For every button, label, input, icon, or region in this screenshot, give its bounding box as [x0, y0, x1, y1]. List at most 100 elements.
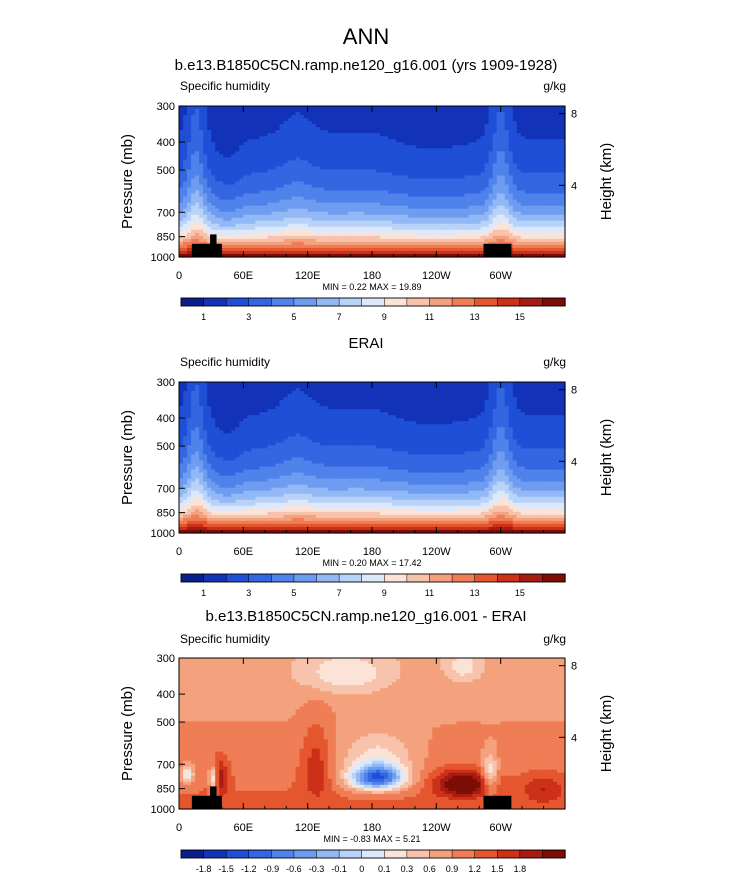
x-tick-label: 60W	[489, 822, 512, 834]
colorbar-swatch	[542, 849, 566, 859]
variable-label: Specific humidity	[180, 355, 270, 369]
colorbar-swatch	[384, 849, 408, 859]
colorbar-label: 3	[246, 312, 251, 322]
colorbar-label: 1.8	[514, 864, 527, 873]
colorbar-label: 15	[515, 312, 525, 322]
panel-title: b.e13.B1850C5CN.ramp.ne120_g16.001 (yrs …	[175, 57, 558, 74]
contour-field	[179, 382, 566, 534]
y-tick-label: 700	[157, 207, 175, 219]
colorbar-label: 5	[291, 312, 296, 322]
colorbar-swatch	[451, 849, 476, 859]
units-label: g/kg	[543, 632, 566, 646]
colorbar-label: 9	[382, 588, 387, 598]
colorbar-swatch	[203, 573, 227, 583]
contour-field	[179, 658, 566, 810]
colorbar-label: 0.3	[401, 864, 414, 873]
colorbar-swatch	[429, 297, 453, 307]
colorbar-label: 13	[470, 312, 480, 322]
y-tick-label: 500	[157, 165, 175, 177]
y-tick-label: 1000	[151, 804, 175, 816]
contour-field	[179, 106, 566, 258]
colorbar-label: 7	[337, 588, 342, 598]
colorbar-swatch	[542, 573, 566, 583]
y-axis-title: Pressure (mb)	[119, 134, 136, 229]
colorbar-label: 11	[425, 588, 434, 598]
colorbar-swatch	[406, 297, 431, 307]
variable-label: Specific humidity	[180, 632, 270, 646]
colorbar-swatch	[406, 573, 431, 583]
colorbar-frame	[180, 849, 566, 859]
colorbar-swatch	[338, 297, 363, 307]
colorbar-swatch	[180, 573, 205, 583]
topography-block	[483, 795, 512, 809]
colorbar-label: -0.3	[309, 864, 325, 873]
colorbar-swatch	[519, 297, 544, 307]
x-tick-label: 180	[363, 822, 381, 834]
colorbar-swatch	[338, 849, 363, 859]
colorbar-swatch	[429, 573, 453, 583]
y-tick-label: 1000	[151, 528, 175, 540]
x-tick-label: 60W	[489, 546, 512, 558]
colorbar-label: 9	[382, 312, 387, 322]
x-tick-label: 60E	[234, 822, 254, 834]
colorbar-label: 1.2	[468, 864, 481, 873]
y2-tick-label: 4	[571, 456, 577, 468]
colorbar-label: 1	[201, 588, 206, 598]
x-tick-label: 180	[363, 270, 381, 282]
colorbar-swatch	[406, 849, 431, 859]
colorbar-label: -0.6	[286, 864, 302, 873]
colorbar-label: 5	[291, 588, 296, 598]
colorbar-swatch	[225, 573, 250, 583]
units-label: g/kg	[543, 355, 566, 369]
colorbar-swatch	[316, 573, 340, 583]
colorbar: -1.8 -1.5 -1.2 -0.9 -0.6 -0.3 -0.1 0 0.1 0.3 0.6 0.…	[180, 849, 566, 873]
panel-title: b.e13.B1850C5CN.ramp.ne120_g16.001 - ERA…	[205, 608, 526, 625]
y-tick-label: 850	[157, 232, 175, 244]
figure-title: ANN	[343, 24, 389, 49]
colorbar-label: 0.6	[423, 864, 436, 873]
stats-label: MIN = 0.22 MAX = 19.89	[322, 282, 421, 292]
y-tick-label: 400	[157, 689, 175, 701]
colorbar-swatch	[338, 573, 363, 583]
colorbar-label: 11	[425, 312, 434, 322]
colorbar-swatch	[293, 297, 318, 307]
topography-block	[483, 243, 512, 257]
y2-axis-title: Height (km)	[598, 143, 615, 221]
topography-block	[210, 234, 217, 257]
colorbar-swatch	[203, 297, 227, 307]
colorbar-swatch	[496, 573, 521, 583]
x-tick-label: 60E	[234, 546, 254, 558]
colorbar-label: 1	[201, 312, 206, 322]
colorbar-swatch	[361, 573, 385, 583]
stats-label: MIN = 0.20 MAX = 17.42	[322, 558, 421, 568]
colorbar-swatch	[384, 297, 408, 307]
colorbar-swatch	[293, 849, 318, 859]
panel-2: ERAI Specific humidity g/kg 0 60E 120E 180 120W…	[119, 335, 615, 598]
topography-mask	[191, 234, 512, 257]
x-tick-label: 0	[176, 546, 182, 558]
colorbar-swatch	[474, 849, 498, 859]
colorbar-swatch	[225, 297, 250, 307]
colorbar-label: -0.9	[264, 864, 280, 873]
colorbar-swatch	[248, 573, 272, 583]
colorbar-swatch	[451, 573, 476, 583]
colorbar-swatch	[293, 573, 318, 583]
colorbar-label: -1.2	[241, 864, 257, 873]
y2-tick-label: 4	[571, 180, 577, 192]
colorbar-swatch	[271, 573, 295, 583]
stats-label: MIN = -0.83 MAX = 5.21	[323, 834, 420, 844]
colorbar-swatch	[496, 849, 521, 859]
colorbar-swatch	[429, 849, 453, 859]
y-tick-label: 300	[157, 377, 175, 389]
colorbar-swatch	[203, 849, 227, 859]
colorbar-label: -0.1	[331, 864, 347, 873]
units-label: g/kg	[543, 79, 566, 93]
y-tick-label: 300	[157, 653, 175, 665]
colorbar-swatch	[451, 297, 476, 307]
x-tick-label: 120W	[422, 822, 451, 834]
colorbar-swatch	[180, 849, 205, 859]
colorbar-swatch	[271, 297, 295, 307]
colorbar-label: 3	[246, 588, 251, 598]
topography-mask	[191, 786, 512, 809]
